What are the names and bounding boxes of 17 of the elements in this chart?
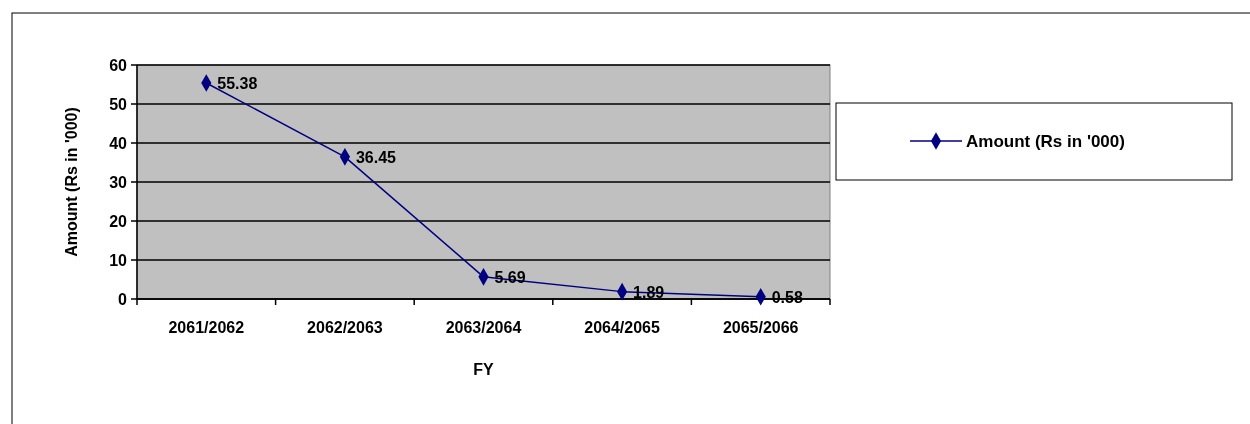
x-axis-title: FY	[473, 361, 495, 378]
y-tick-label: 50	[109, 96, 128, 113]
data-label: 55.38	[217, 75, 258, 93]
x-tick-label: 2062/2063	[307, 319, 383, 336]
x-tick-label: 2064/2065	[584, 319, 661, 336]
y-tick-label: 40	[109, 135, 128, 152]
y-tick-label: 20	[109, 213, 128, 230]
x-tick-label: 2063/2064	[445, 319, 522, 336]
y-axis-title: Amount (Rs in '000)	[63, 107, 80, 257]
x-tick-label: 2061/2062	[168, 319, 245, 336]
x-tick-label: 2065/2066	[722, 319, 799, 336]
data-label: 36.45	[355, 148, 397, 166]
y-tick-label: 30	[109, 174, 128, 191]
legend-label: Amount (Rs in '000)	[966, 132, 1125, 151]
y-tick-label: 60	[109, 57, 128, 74]
y-tick-label: 10	[109, 252, 128, 269]
y-tick-label: 0	[118, 291, 128, 308]
